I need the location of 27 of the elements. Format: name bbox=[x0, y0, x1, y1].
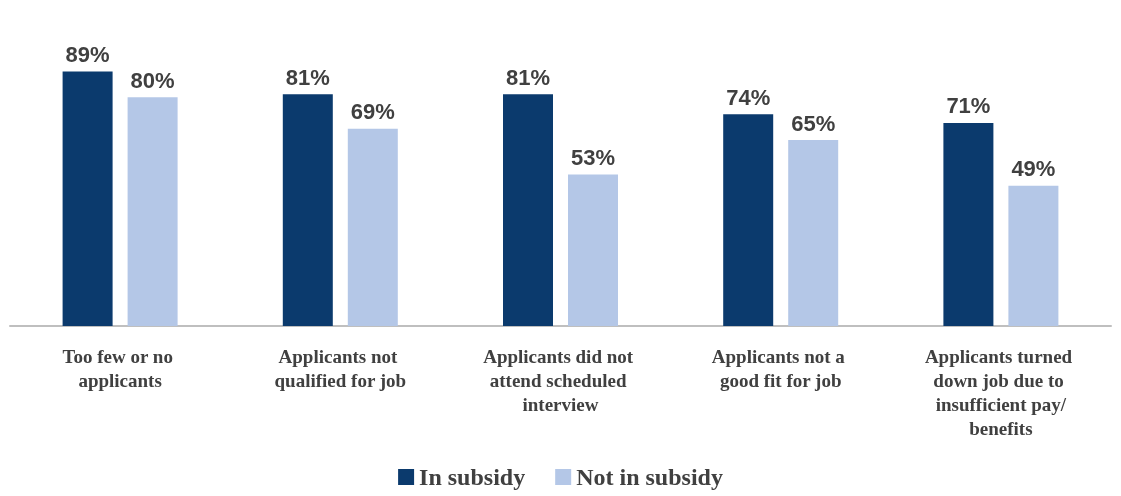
x-tick-label: Applicants not qualified for job bbox=[274, 345, 407, 391]
bar bbox=[1008, 185, 1059, 326]
bar bbox=[127, 97, 178, 326]
data-label: 49% bbox=[1011, 156, 1056, 182]
data-label: 80% bbox=[130, 67, 175, 93]
data-label: 81% bbox=[285, 64, 330, 90]
legend-label: Not in subsidy bbox=[576, 464, 723, 490]
bar bbox=[788, 140, 839, 326]
bar bbox=[723, 114, 774, 326]
bar bbox=[943, 122, 994, 326]
data-label: 69% bbox=[350, 99, 395, 125]
data-label: 81% bbox=[505, 64, 551, 90]
data-label: 89% bbox=[65, 41, 110, 67]
data-label: 74% bbox=[726, 84, 771, 110]
x-tick-label: Applicants not a good fit for job bbox=[711, 345, 850, 391]
bar bbox=[503, 94, 553, 326]
data-label: 65% bbox=[791, 110, 836, 136]
bar bbox=[282, 94, 333, 326]
bar bbox=[62, 71, 113, 326]
data-label: 71% bbox=[946, 93, 991, 119]
x-tick-label: Applicants turned down job due to insufficient pay/benefits bbox=[924, 345, 1077, 439]
x-tick-label: Too few or no applicants bbox=[62, 345, 178, 391]
bar bbox=[347, 128, 398, 326]
legend-label: In subsidy bbox=[419, 464, 526, 490]
bar bbox=[568, 174, 618, 326]
x-tick-label: Applicants did not attend scheduled interview bbox=[483, 345, 638, 415]
data-label: 53% bbox=[570, 144, 616, 170]
